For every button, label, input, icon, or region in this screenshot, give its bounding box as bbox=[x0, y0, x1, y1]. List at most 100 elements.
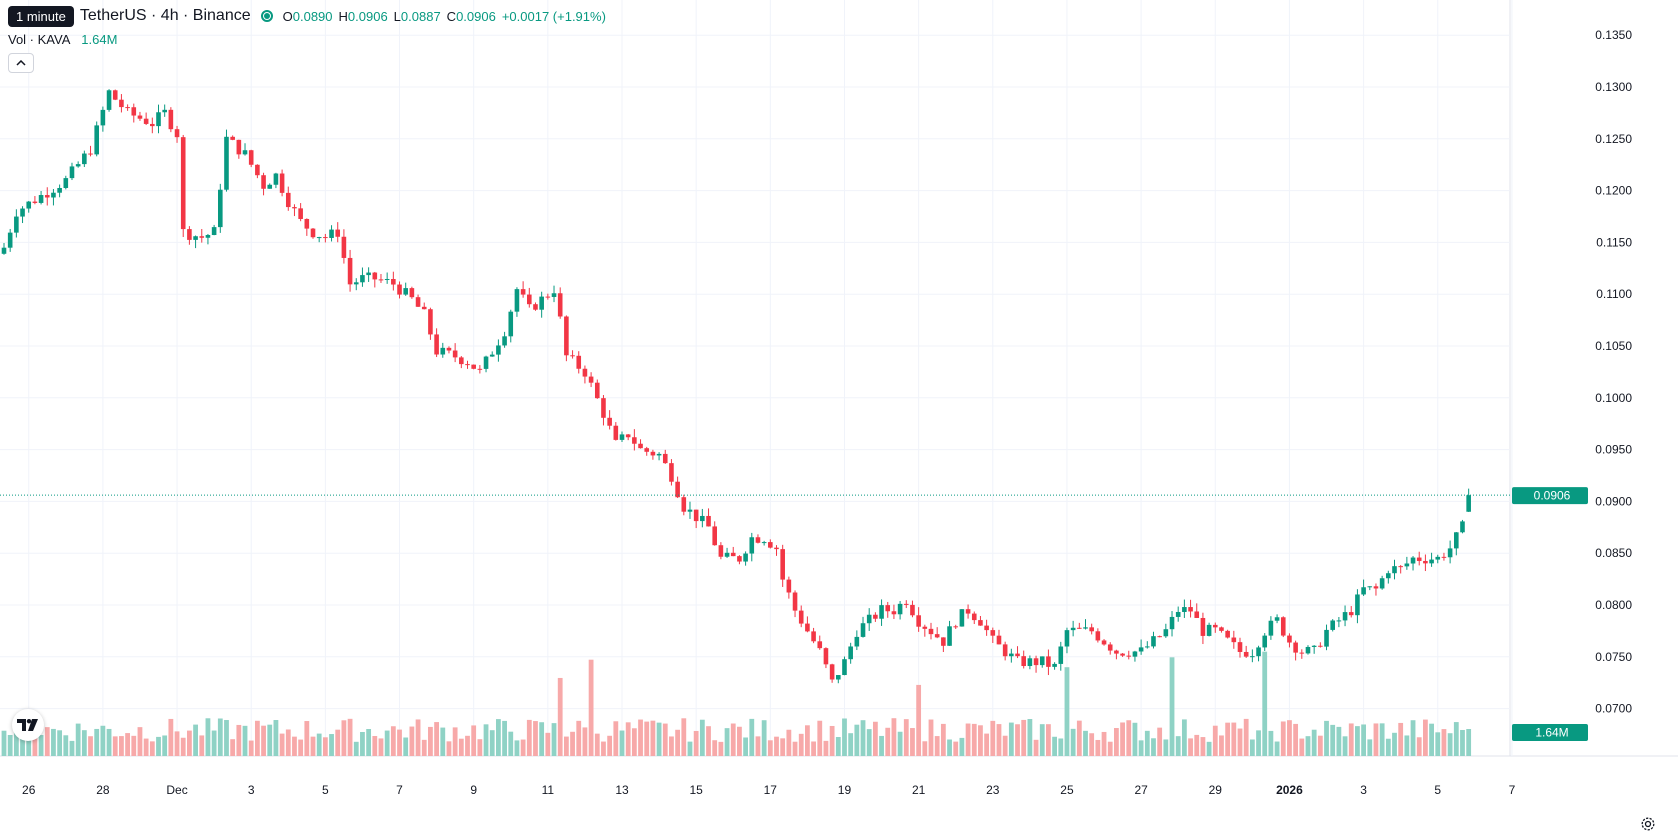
volume-bar bbox=[971, 723, 977, 756]
volume-label: Vol · KAVA bbox=[8, 32, 70, 47]
candle-body bbox=[1194, 611, 1200, 618]
candle-body bbox=[1237, 642, 1243, 652]
last-volume-label: 1.64M bbox=[1535, 726, 1568, 740]
candle-body bbox=[131, 107, 137, 116]
volume-bar bbox=[631, 728, 637, 756]
volume-bar bbox=[996, 724, 1002, 756]
volume-bar bbox=[1416, 737, 1422, 756]
volume-bar bbox=[1225, 722, 1231, 756]
candle-body bbox=[780, 549, 785, 580]
volume-bar bbox=[526, 719, 532, 756]
volume-bar bbox=[656, 722, 662, 756]
volume-bar bbox=[162, 735, 168, 756]
candle-body bbox=[508, 311, 514, 337]
candle-body bbox=[576, 355, 582, 369]
volume-bar bbox=[1033, 739, 1039, 756]
volume-bar bbox=[866, 729, 872, 756]
candle-body bbox=[879, 605, 884, 619]
y-tick-label: 0.1300 bbox=[1595, 80, 1632, 94]
y-tick-label: 0.0750 bbox=[1595, 650, 1632, 664]
candle-body bbox=[1429, 559, 1434, 564]
candle-body bbox=[891, 611, 897, 615]
candle-body bbox=[205, 235, 211, 238]
volume-bar bbox=[304, 721, 310, 756]
candle-body bbox=[112, 90, 118, 100]
candle-body bbox=[1089, 627, 1094, 632]
candle-body bbox=[1361, 587, 1366, 595]
candle-body bbox=[885, 605, 891, 612]
volume-bar bbox=[786, 729, 792, 756]
candle-body bbox=[928, 628, 934, 635]
collapse-legend-button[interactable] bbox=[8, 53, 34, 73]
volume-bar bbox=[267, 724, 273, 756]
candle-body bbox=[601, 398, 606, 418]
candle-body bbox=[706, 515, 711, 527]
volume-bar bbox=[860, 720, 866, 756]
volume-bar bbox=[403, 737, 409, 756]
volume-bar bbox=[421, 739, 427, 756]
candle-body bbox=[971, 613, 977, 621]
candle-body bbox=[1466, 495, 1471, 512]
volume-bar bbox=[1101, 731, 1107, 756]
volume-bar bbox=[205, 718, 211, 756]
volume-bar bbox=[187, 730, 192, 756]
candle-body bbox=[866, 614, 872, 624]
candle-body bbox=[941, 637, 946, 646]
volume-bar bbox=[254, 720, 260, 756]
candle-body bbox=[724, 552, 730, 557]
candle-body bbox=[570, 355, 575, 357]
symbol-title[interactable]: TetherUS · 4h · Binance bbox=[79, 7, 251, 24]
candle-body bbox=[644, 448, 650, 452]
volume-bar bbox=[940, 723, 946, 756]
candle-body bbox=[805, 623, 810, 632]
volume-bar bbox=[1410, 720, 1416, 756]
candle-body bbox=[335, 229, 341, 237]
candle-body bbox=[94, 125, 99, 155]
volume-bar bbox=[112, 736, 118, 756]
chart-settings-button[interactable] bbox=[1640, 816, 1656, 832]
candle-body bbox=[218, 189, 223, 228]
volume-bar bbox=[1083, 730, 1088, 756]
volume-bar bbox=[131, 735, 137, 756]
volume-bar bbox=[1287, 720, 1292, 756]
candle-body bbox=[372, 272, 378, 280]
volume-bar bbox=[835, 737, 841, 756]
candle-body bbox=[483, 356, 489, 369]
x-tick-label: 21 bbox=[912, 783, 926, 797]
candle-body bbox=[51, 192, 56, 198]
candle-body bbox=[174, 129, 180, 138]
volume-bar bbox=[261, 725, 266, 756]
candle-body bbox=[63, 178, 69, 188]
candle-body bbox=[1064, 630, 1070, 647]
volume-bar bbox=[879, 735, 884, 756]
candle-body bbox=[1243, 651, 1249, 657]
volume-bar bbox=[38, 735, 44, 756]
candle-body bbox=[1379, 578, 1385, 589]
volume-bar bbox=[384, 730, 390, 756]
candle-body bbox=[75, 164, 81, 167]
candle-body bbox=[1268, 620, 1274, 636]
candle-body bbox=[625, 434, 631, 438]
x-tick-label: 25 bbox=[1060, 783, 1074, 797]
candle-body bbox=[353, 282, 359, 285]
candle-body bbox=[768, 542, 773, 548]
candle-body bbox=[798, 610, 804, 624]
volume-bar bbox=[551, 723, 557, 756]
volume-bar bbox=[137, 727, 143, 756]
volume-bar bbox=[51, 728, 56, 756]
candle-body bbox=[860, 623, 866, 637]
candle-body bbox=[489, 354, 495, 357]
candle-body bbox=[557, 293, 563, 317]
interval-tooltip: 1 minute bbox=[8, 5, 74, 27]
candle-body bbox=[1293, 642, 1298, 653]
candle-body bbox=[922, 626, 928, 629]
tradingview-logo-icon[interactable] bbox=[12, 709, 44, 741]
volume-bar bbox=[761, 720, 767, 756]
candles bbox=[1, 89, 1471, 684]
volume-bar bbox=[1095, 739, 1101, 756]
candle-body bbox=[669, 463, 674, 482]
candle-body bbox=[1373, 586, 1379, 589]
volume-bar bbox=[817, 720, 823, 756]
market-status-icon bbox=[260, 10, 273, 22]
